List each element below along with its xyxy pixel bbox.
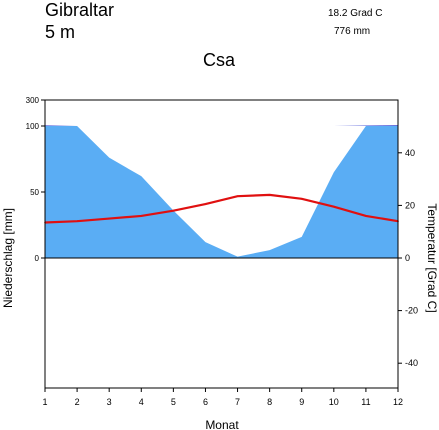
y-left-tick-label: 50 <box>30 188 39 197</box>
temperature-point <box>365 215 367 217</box>
y-right-tick-label: -40 <box>405 358 418 368</box>
x-tick-label: 2 <box>75 397 80 407</box>
x-axis-label: Monat <box>205 418 239 430</box>
mean-temperature: 18.2 Grad C <box>328 8 383 19</box>
y-right-tick-label: 20 <box>405 200 415 210</box>
x-tick-label: 9 <box>299 397 304 407</box>
temperature-point <box>172 209 175 212</box>
temperature-point <box>140 215 143 217</box>
temperature-point <box>76 220 78 222</box>
climate-class: Csa <box>203 50 236 70</box>
temperature-point <box>333 205 335 208</box>
x-tick-label: 11 <box>361 397 370 407</box>
station-name: Gibraltar <box>45 0 115 20</box>
precipitation-perhumid-area <box>45 125 398 126</box>
temperature-point <box>204 203 207 205</box>
y-right-tick-label: 0 <box>405 253 410 263</box>
station-elevation: 5 m <box>45 22 76 42</box>
y-right-tick-label: -20 <box>405 306 418 316</box>
y-axis-right-label: Temperatur [Grad C] <box>425 203 439 312</box>
x-tick-label: 4 <box>139 397 144 407</box>
x-tick-label: 3 <box>107 397 112 407</box>
temperature-point <box>300 198 303 200</box>
plot-area <box>44 125 399 258</box>
x-tick-label: 5 <box>171 397 176 407</box>
y-left-tick-label: 100 <box>26 122 40 131</box>
y-right-tick-label: 40 <box>405 148 415 158</box>
x-tick-label: 1 <box>42 397 47 407</box>
temperature-point <box>236 195 239 197</box>
temperature-line <box>44 193 399 224</box>
y-axis-left-label: Niederschlag [mm] <box>1 208 15 308</box>
x-tick-label: 12 <box>393 397 403 407</box>
x-tick-label: 10 <box>329 397 339 407</box>
temperature-point <box>108 217 110 220</box>
y-left-tick-label: 300 <box>26 96 40 105</box>
x-tick-label: 7 <box>235 397 240 407</box>
x-tick-label: 6 <box>203 397 208 407</box>
y-left-tick-label: 0 <box>35 254 40 263</box>
temperature-point <box>268 194 271 196</box>
plot-frame <box>44 99 399 389</box>
precipitation-area <box>45 126 398 258</box>
annual-precipitation: 776 mm <box>334 26 371 37</box>
x-tick-label: 8 <box>267 397 272 407</box>
